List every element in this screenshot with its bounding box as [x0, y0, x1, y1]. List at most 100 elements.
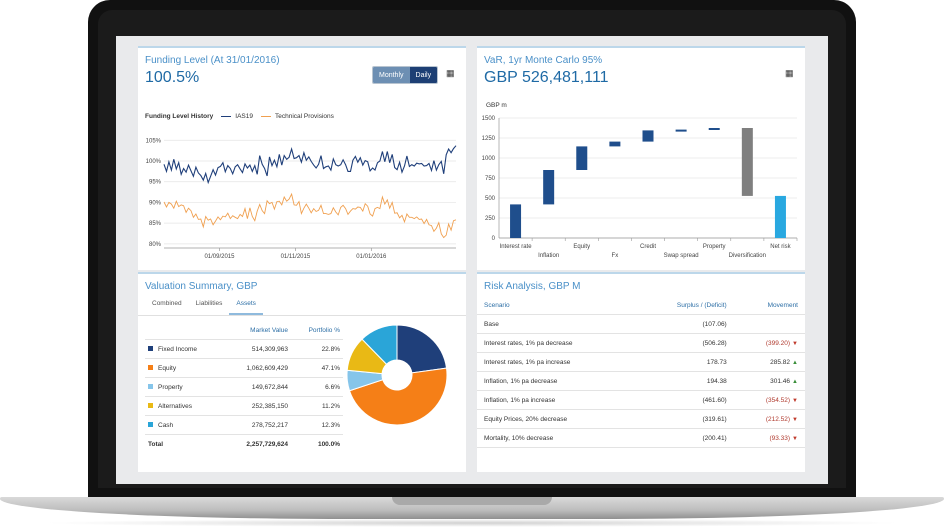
table-row: Alternatives 252,385,150 11.2%: [145, 396, 343, 416]
row-label: Equity: [145, 358, 223, 378]
funding-title: Funding Level (At 31/01/2016): [145, 55, 280, 66]
x-tick-label: 01/09/2015: [204, 254, 235, 260]
valuation-title: Valuation Summary, GBP: [145, 281, 258, 292]
valuation-panel: Valuation Summary, GBP Combined Liabilit…: [138, 272, 466, 472]
grid-menu-icon[interactable]: ▦: [446, 68, 455, 78]
y-tick-label: 80%: [149, 242, 162, 248]
y-tick-label: 100%: [146, 159, 162, 165]
x-tick-label: Inflation: [538, 253, 559, 259]
legend-tp: Technical Provisions: [274, 113, 334, 120]
y-tick-label: 1500: [482, 116, 496, 122]
x-tick-label: 01/01/2016: [356, 254, 387, 260]
waterfall-bar: [642, 130, 654, 142]
row-label: Alternatives: [145, 396, 223, 416]
y-tick-label: 90%: [149, 200, 162, 206]
table-header-row: Scenario Surplus / (Deficit) Movement: [477, 296, 805, 315]
row-pct: 22.8%: [291, 339, 343, 359]
asset-donut-chart: [346, 324, 448, 426]
funding-panel: Funding Level (At 31/01/2016) 100.5% Mon…: [138, 46, 466, 270]
alternatives-swatch: [148, 403, 153, 409]
laptop-shadow: [40, 519, 904, 527]
technical-provisions-line: [163, 192, 457, 239]
waterfall-bar: [576, 146, 588, 170]
risk-panel: Risk Analysis, GBP M Scenario Surplus / …: [477, 272, 805, 472]
var-value: GBP 526,481,111: [484, 69, 609, 86]
x-tick-label: Fx: [612, 253, 619, 259]
table-row: Cash 278,752,217 12.3%: [145, 415, 343, 435]
surplus: (461.60): [635, 390, 734, 410]
legend-title: Funding Level History: [145, 113, 214, 120]
waterfall-bar: [510, 204, 522, 238]
x-tick-label: Property: [703, 244, 726, 250]
y-tick-label: 250: [485, 216, 496, 222]
donut-slice: [348, 367, 448, 426]
y-tick-label: 1000: [482, 156, 496, 162]
dashboard-screen: Funding Level (At 31/01/2016) 100.5% Mon…: [116, 36, 828, 484]
table-row: Property 149,672,844 6.6%: [145, 377, 343, 397]
tp-swatch: [260, 115, 271, 118]
grid-menu-icon[interactable]: ▦: [785, 68, 794, 78]
total-row: Total 2,257,729,624 100.0%: [145, 435, 343, 454]
var-panel: VaR, 1yr Monte Carlo 95% GBP 526,481,111…: [477, 46, 805, 270]
var-unit-label: GBP m: [486, 102, 507, 109]
tab-combined[interactable]: Combined: [152, 300, 182, 307]
fixed-income-swatch: [148, 346, 153, 352]
row-label: Cash: [145, 415, 223, 435]
table-row: Interest rates, 1% pa decrease (506.28) …: [477, 333, 805, 353]
surplus: 178.73: [635, 352, 734, 372]
down-arrow-icon: ▼: [792, 435, 798, 442]
row-label: Fixed Income: [145, 339, 223, 359]
scenario: Mortality, 10% decrease: [477, 428, 636, 448]
table-row: Inflation, 1% pa increase (461.60) (354.…: [477, 390, 805, 410]
x-tick-label: Net risk: [770, 244, 791, 250]
surplus: (107.06): [635, 314, 734, 334]
header-scenario: Scenario: [477, 296, 636, 315]
down-arrow-icon: ▼: [792, 397, 798, 404]
waterfall-bar: [741, 128, 753, 196]
monthly-button[interactable]: Monthly: [373, 67, 410, 83]
y-tick-label: 105%: [146, 138, 162, 144]
x-tick-label: 01/11/2015: [281, 254, 311, 260]
surplus: (506.28): [635, 333, 734, 353]
tab-assets[interactable]: Assets: [229, 298, 263, 315]
x-tick-label: Interest rate: [500, 244, 533, 250]
waterfall-bar: [609, 141, 621, 147]
table-row: Interest rates, 1% pa increase 178.73 28…: [477, 352, 805, 372]
table-row: Equity 1,062,609,429 47.1%: [145, 358, 343, 378]
row-pct: 6.6%: [291, 377, 343, 397]
table-header-row: Market Value Portfolio %: [145, 321, 343, 340]
y-tick-label: 0: [492, 236, 496, 242]
scenario: Interest rates, 1% pa increase: [477, 352, 636, 372]
x-tick-label: Swap spread: [664, 253, 699, 259]
x-tick-label: Diversification: [729, 253, 766, 259]
table-row: Equity Prices, 20% decrease (319.61) (21…: [477, 409, 805, 429]
tab-liabilities[interactable]: Liabilities: [195, 300, 223, 307]
surplus: 194.38: [635, 371, 734, 391]
risk-title: Risk Analysis, GBP M: [484, 281, 581, 292]
row-value: 149,672,844: [223, 377, 291, 397]
cash-swatch: [148, 422, 153, 428]
scenario: Equity Prices, 20% decrease: [477, 409, 636, 429]
y-tick-label: 750: [485, 176, 496, 182]
y-tick-label: 95%: [149, 180, 162, 186]
donut-slice: [396, 324, 448, 374]
scenario: Interest rates, 1% pa decrease: [477, 333, 636, 353]
header-market-value: Market Value: [223, 321, 291, 340]
laptop-notch: [392, 497, 552, 505]
scenario: Inflation, 1% pa decrease: [477, 371, 636, 391]
header-name: [145, 321, 223, 340]
header-portfolio-pct: Portfolio %: [291, 321, 343, 340]
waterfall-bar: [543, 170, 555, 205]
y-tick-label: 85%: [149, 221, 162, 227]
total-pct: 100.0%: [317, 440, 340, 448]
equity-swatch: [148, 365, 153, 371]
row-value: 278,752,217: [223, 415, 291, 435]
y-tick-label: 500: [485, 196, 496, 202]
daily-button[interactable]: Daily: [409, 67, 438, 83]
var-waterfall-chart: 0 250 500 750 1000 1250 1500 Interest rate Infla…: [482, 116, 798, 259]
laptop-base: [0, 497, 944, 519]
x-tick-label: Equity: [573, 244, 590, 250]
movement: 285.82 ▲: [733, 352, 805, 372]
table-row: Base (107.06): [477, 314, 805, 334]
row-pct: 47.1%: [291, 358, 343, 378]
